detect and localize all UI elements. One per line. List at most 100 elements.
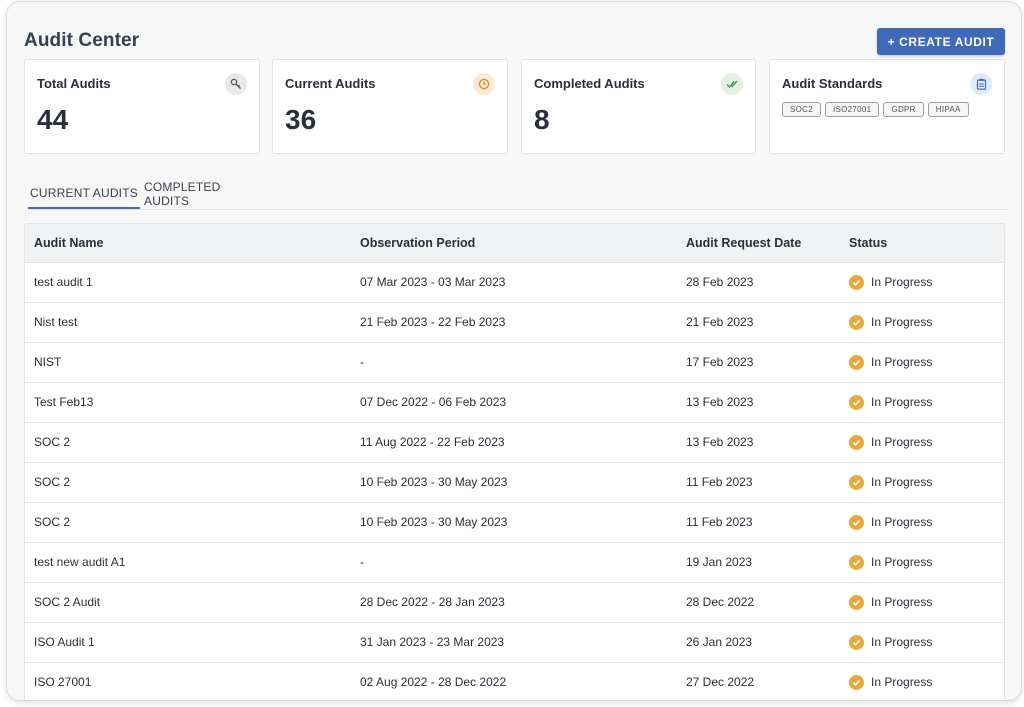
status-cell: In Progress — [840, 582, 1004, 623]
page-title: Audit Center — [24, 30, 140, 51]
status-label: In Progress — [871, 275, 933, 289]
table-row[interactable]: ISO 27001 02 Aug 2022 - 28 Dec 2022 27 Dec… — [25, 662, 1004, 700]
clipboard-icon — [970, 73, 992, 95]
status-cell: In Progress — [840, 382, 1004, 423]
request-date-cell: 21 Feb 2023 — [677, 302, 840, 343]
audit-name-cell[interactable]: SOC 2 — [25, 422, 351, 463]
status-cell: In Progress — [840, 422, 1004, 463]
create-audit-button[interactable]: + CREATE AUDIT — [877, 28, 1005, 55]
table-row[interactable]: NIST -17 Feb 2023 In Progress — [25, 342, 1004, 383]
request-date-cell: 26 Jan 2023 — [677, 622, 840, 663]
column-header[interactable]: Observation Period — [351, 224, 677, 263]
standard-tag: HIPAA — [927, 102, 969, 117]
status-label: In Progress — [871, 395, 933, 409]
card-title: Total Audits — [37, 76, 111, 91]
status-cell: In Progress — [840, 662, 1004, 700]
audit-name-cell[interactable]: test audit 1 — [25, 262, 351, 303]
completed-audits-card: Completed Audits 8 — [521, 59, 756, 154]
audits-table: Audit Name Observation Period Audit Requ… — [24, 223, 1005, 700]
table-row[interactable]: Test Feb13 07 Dec 2022 - 06 Feb 2023 13 Fe… — [25, 382, 1004, 423]
standard-tag: GDPR — [883, 102, 924, 117]
check-circle-icon — [849, 434, 864, 450]
status-label: In Progress — [871, 435, 933, 449]
request-date-cell: 11 Feb 2023 — [677, 502, 840, 543]
status-label: In Progress — [871, 675, 933, 689]
status-cell: In Progress — [840, 302, 1004, 343]
key-icon — [225, 73, 247, 95]
check-circle-icon — [849, 354, 864, 370]
check-circle-icon — [849, 474, 864, 490]
request-date-cell: 28 Feb 2023 — [677, 262, 840, 303]
status-label: In Progress — [871, 515, 933, 529]
column-header[interactable]: Audit Request Date — [677, 224, 840, 263]
table-row[interactable]: Nist test 21 Feb 2023 - 22 Feb 2023 21 Feb… — [25, 302, 1004, 343]
status-label: In Progress — [871, 355, 933, 369]
request-date-cell: 13 Feb 2023 — [677, 382, 840, 423]
audit-name-cell[interactable]: SOC 2 — [25, 502, 351, 543]
check-circle-icon — [849, 594, 864, 610]
check-circle-icon — [849, 274, 864, 290]
status-cell: In Progress — [840, 622, 1004, 663]
current-audits-card: Current Audits 36 — [272, 59, 508, 154]
table-row[interactable]: SOC 2 10 Feb 2023 - 30 May 2023 11 Feb 202… — [25, 502, 1004, 543]
status-cell: In Progress — [840, 542, 1004, 583]
standards-tag-list: SOC2 ISO27001 GDPR HIPAA — [782, 102, 969, 117]
check-circle-icon — [849, 674, 864, 690]
table-row[interactable]: SOC 2 10 Feb 2023 - 30 May 2023 11 Feb 202… — [25, 462, 1004, 503]
observation-period-cell: 07 Dec 2022 - 06 Feb 2023 — [351, 382, 677, 423]
audit-name-cell[interactable]: NIST — [25, 342, 351, 383]
check-circle-icon — [849, 394, 864, 410]
observation-period-cell: 31 Jan 2023 - 23 Mar 2023 — [351, 622, 677, 663]
request-date-cell: 19 Jan 2023 — [677, 542, 840, 583]
observation-period-cell: - — [351, 342, 677, 383]
request-date-cell: 11 Feb 2023 — [677, 462, 840, 503]
observation-period-cell: - — [351, 542, 677, 583]
double-check-icon — [721, 73, 743, 95]
tab-current-audits[interactable]: CURRENT AUDITS — [28, 178, 140, 209]
request-date-cell: 27 Dec 2022 — [677, 662, 840, 700]
check-circle-icon — [849, 514, 864, 530]
column-header[interactable]: Status — [840, 224, 1004, 263]
request-date-cell: 28 Dec 2022 — [677, 582, 840, 623]
table-row[interactable]: test new audit A1-19 Jan 2023 In Progress — [25, 542, 1004, 583]
status-cell: In Progress — [840, 262, 1004, 303]
audit-name-cell[interactable]: ISO 27001 — [25, 662, 351, 700]
tab-completed-audits[interactable]: COMPLETED AUDITS — [144, 179, 221, 208]
status-label: In Progress — [871, 475, 933, 489]
observation-period-cell: 10 Feb 2023 - 30 May 2023 — [351, 502, 677, 543]
card-title: Completed Audits — [534, 76, 645, 91]
card-value: 8 — [534, 104, 550, 135]
audit-name-cell[interactable]: SOC 2 Audit — [25, 582, 351, 623]
status-cell: In Progress — [840, 342, 1004, 383]
audit-tabs: CURRENT AUDITS COMPLETED AUDITS — [28, 178, 1007, 210]
status-label: In Progress — [871, 635, 933, 649]
column-header[interactable]: Audit Name — [25, 224, 351, 263]
clock-icon — [473, 73, 495, 95]
request-date-cell: 17 Feb 2023 — [677, 342, 840, 383]
observation-period-cell: 28 Dec 2022 - 28 Jan 2023 — [351, 582, 677, 623]
check-circle-icon — [849, 634, 864, 650]
audit-name-cell[interactable]: SOC 2 — [25, 462, 351, 503]
table-row[interactable]: test audit 1 07 Mar 2023 - 03 Mar 2023 28 … — [25, 262, 1004, 303]
standard-tag: ISO27001 — [825, 102, 880, 117]
observation-period-cell: 10 Feb 2023 - 30 May 2023 — [351, 462, 677, 503]
audit-name-cell[interactable]: test new audit A1 — [25, 542, 351, 583]
audit-name-cell[interactable]: Nist test — [25, 302, 351, 343]
card-title: Current Audits — [285, 76, 376, 91]
table-row[interactable]: ISO Audit 1 31 Jan 2023 - 23 Mar 2023 26 J… — [25, 622, 1004, 663]
card-value: 36 — [285, 104, 317, 135]
status-label: In Progress — [871, 315, 933, 329]
standard-tag: SOC2 — [782, 102, 821, 117]
card-value: 44 — [37, 104, 69, 135]
check-circle-icon — [849, 554, 864, 570]
table-header-row: Audit Name Observation Period Audit Requ… — [25, 224, 1004, 263]
observation-period-cell: 02 Aug 2022 - 28 Dec 2022 — [351, 662, 677, 700]
audit-center-window: Audit Center + CREATE AUDIT Total Audits… — [6, 1, 1022, 701]
table-row[interactable]: SOC 2 Audit 28 Dec 2022 - 28 Jan 2023 28 D… — [25, 582, 1004, 623]
status-label: In Progress — [871, 555, 933, 569]
audit-name-cell[interactable]: ISO Audit 1 — [25, 622, 351, 663]
status-label: In Progress — [871, 595, 933, 609]
table-row[interactable]: SOC 2 11 Aug 2022 - 22 Feb 2023 13 Feb 202… — [25, 422, 1004, 463]
card-title: Audit Standards — [782, 76, 883, 91]
audit-name-cell[interactable]: Test Feb13 — [25, 382, 351, 423]
